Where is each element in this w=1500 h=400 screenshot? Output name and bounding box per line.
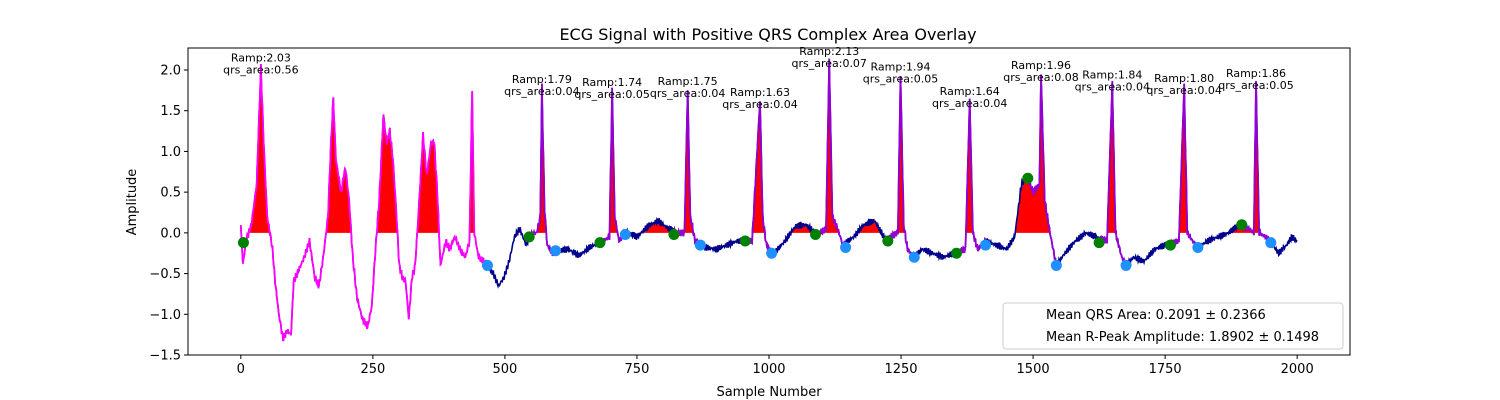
x-tick-label-5: 1000 [752,362,785,377]
y-tick-label-6: 1.0 [160,145,181,160]
qrs-area-annotation-5: qrs_area:0.04 [722,98,797,111]
x-tick-label-3: 500 [492,362,517,377]
plot-area: Ramp:2.03qrs_area:0.56Ramp:1.79qrs_area:… [223,45,1298,342]
legend-entry-qrs-area: Mean QRS Area: 0.2091 ± 0.2366 [1046,308,1266,323]
x-tick-label-2: 250 [360,362,385,377]
qrs-onset-marker-7 [882,235,894,247]
qrs-area-annotation-12: qrs_area:0.05 [1218,79,1293,92]
qrs-area-annotation-2: qrs_area:0.04 [504,85,579,98]
qrs-onset-marker-4 [668,228,680,240]
qrs-area-annotation-9: qrs_area:0.08 [1003,71,1078,84]
qrs-offset-marker-6 [840,242,852,254]
qrs-offset-marker-7 [908,251,920,263]
y-axis-label: Amplitude [125,169,140,236]
qrs-segment-line-9 [1026,74,1058,269]
qrs-onset-marker-2 [523,231,535,243]
x-axis-label: Sample Number [716,385,822,400]
qrs-offset-marker-4 [694,239,706,251]
legend-box [1002,302,1344,350]
qrs-segment-line-7 [887,76,916,260]
qrs-onset-marker-1 [237,237,249,249]
qrs-area-annotation-8: qrs_area:0.04 [932,97,1007,110]
ramp-annotation-4: Ramp:1.75 [658,75,718,88]
ramp-annotation-2: Ramp:1.79 [512,73,572,86]
ramp-annotation-5: Ramp:1.63 [730,86,790,99]
x-tick-label-8: 1750 [1149,362,1182,377]
qrs-area-annotation-10: qrs_area:0.04 [1075,81,1150,94]
qrs-onset-marker-5 [739,235,751,247]
x-tick-label-1: 0 [237,362,245,377]
qrs-area-annotation-6: qrs_area:0.07 [791,57,866,70]
y-tick-label-8: 2.0 [160,63,181,78]
qrs-area-annotation-1: qrs_area:0.56 [223,64,298,77]
qrs-offset-marker-8 [980,239,992,251]
qrs-offset-marker-12 [1265,237,1277,249]
legend: Mean QRS Area: 0.2091 ± 0.2366 Mean R-Pe… [1002,302,1344,350]
chart-title: ECG Signal with Positive QRS Complex Are… [559,25,976,44]
ramp-annotation-10: Ramp:1.84 [1082,69,1142,82]
qrs-offset-marker-10 [1120,259,1132,271]
qrs-onset-marker-12 [1236,219,1248,231]
noisy-segment-line-1 [239,64,490,342]
qrs-segment-line-3 [599,87,627,245]
qrs-offset-marker-5 [766,247,778,259]
qrs-onset-marker-10 [1093,237,1105,249]
y-tick-label-2: −1.0 [149,308,181,323]
axis-ticks: 0 250 500 750 1000 1250 1500 1750 2000 −1.5 −1.0 −0… [149,63,1313,377]
x-tick-label-6: 1250 [884,362,917,377]
qrs-area-annotation-3: qrs_area:0.05 [574,88,649,101]
qrs-offset-marker-3 [619,228,631,240]
qrs-onset-marker-8 [951,247,963,259]
qrs-offset-marker-11 [1192,242,1204,254]
qrs-offset-marker-9 [1050,259,1062,271]
x-tick-label-9: 2000 [1281,362,1314,377]
ramp-annotation-1: Ramp:2.03 [231,52,291,65]
y-tick-label-5: 0.5 [160,186,181,201]
ramp-annotation-7: Ramp:1.94 [870,61,930,74]
y-tick-label-7: 1.5 [160,104,181,119]
ramp-annotation-3: Ramp:1.74 [582,76,642,89]
ramp-annotation-8: Ramp:1.64 [940,85,1000,98]
x-tick-label-7: 1500 [1017,362,1050,377]
y-tick-label-3: −0.5 [149,267,181,282]
qrs-onset-marker-11 [1164,239,1176,251]
qrs-offset-marker-1 [481,259,493,271]
qrs-positive-area-fill [240,58,1261,233]
qrs-area-annotation-11: qrs_area:0.04 [1146,84,1221,97]
ramp-annotation-9: Ramp:1.96 [1011,59,1071,72]
qrs-onset-marker-9 [1022,172,1034,184]
ramp-annotation-12: Ramp:1.86 [1226,67,1286,80]
qrs-onset-marker-6 [809,228,821,240]
legend-entry-rpeak-amplitude: Mean R-Peak Amplitude: 1.8902 ± 0.1498 [1046,330,1319,345]
y-tick-label-4: 0.0 [160,226,181,241]
qrs-area-annotation-7: qrs_area:0.05 [863,73,938,86]
qrs-offset-marker-2 [550,245,562,257]
qrs-onset-marker-3 [594,237,606,249]
x-tick-label-4: 750 [625,362,650,377]
qrs-area-annotation-4: qrs_area:0.04 [650,87,725,100]
ramp-annotation-11: Ramp:1.80 [1154,72,1214,85]
y-tick-label-1: −1.5 [149,349,181,364]
